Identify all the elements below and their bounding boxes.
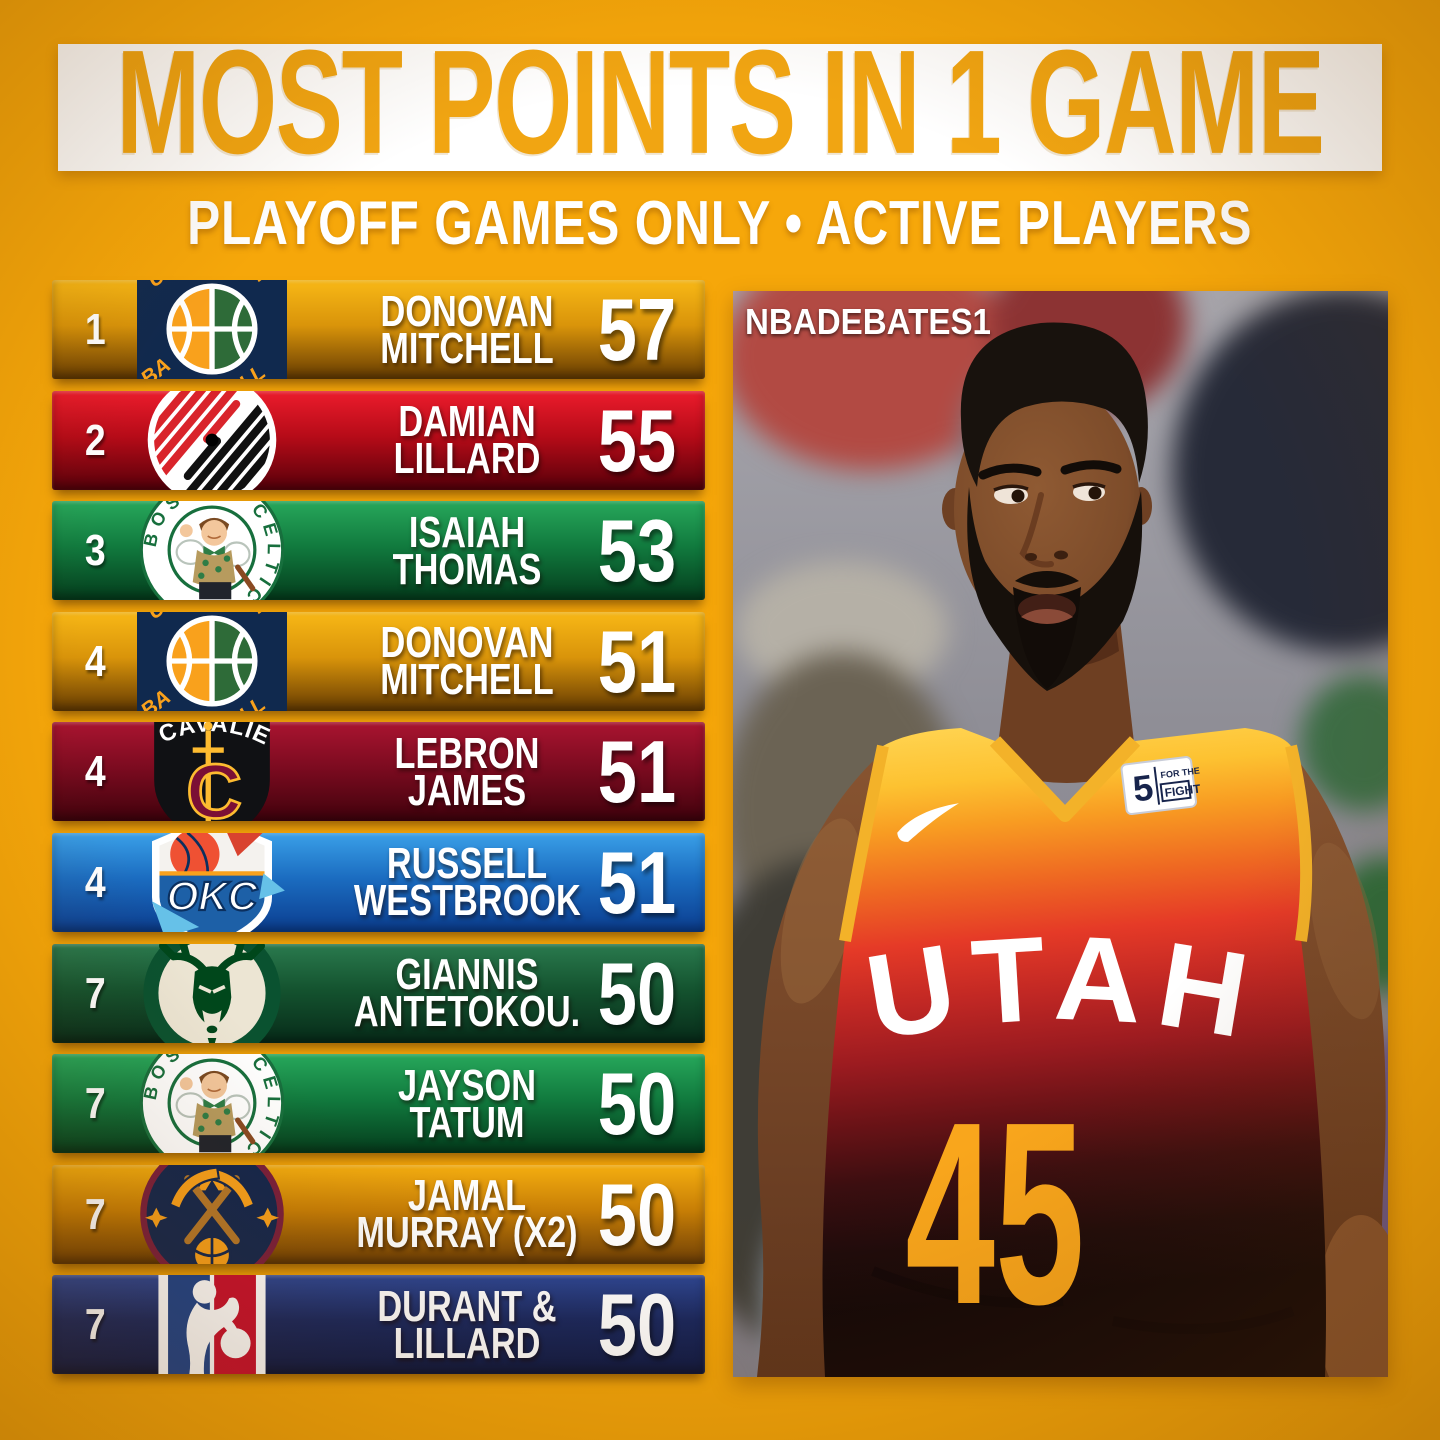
player-name: RUSSELL WESTBROOK <box>322 833 612 932</box>
player-name-line1: JAMAL <box>407 1171 527 1221</box>
player-name-line2: LILLARD <box>393 1318 541 1368</box>
player-illustration: 5 FOR THE FIGHT UTAH 45 <box>757 322 1388 1377</box>
points-value: 50 <box>597 1054 677 1154</box>
points-value: 50 <box>597 943 677 1043</box>
player-name-line1: DONOVAN <box>380 286 554 336</box>
points-value: 50 <box>597 1164 677 1264</box>
ranking-row: 4 LEBRON JAMES 51 <box>52 722 705 822</box>
player-name: DAMIAN LILLARD <box>322 391 612 490</box>
points-value: 51 <box>597 722 677 822</box>
rank-number: 3 <box>84 526 106 576</box>
player-name: LEBRON JAMES <box>322 722 612 821</box>
blazers-logo-icon <box>137 391 287 490</box>
rank-number: 4 <box>84 857 106 907</box>
player-name-line2: TATUM <box>409 1097 525 1147</box>
rank-number: 4 <box>84 747 106 797</box>
nba-logo-icon <box>137 1275 287 1374</box>
ranking-row: 1 DONOVAN MITCHELL 57 <box>52 280 705 379</box>
player-name-line1: ISAIAH <box>408 507 526 557</box>
player-name-line1: GIANNIS <box>395 950 539 1000</box>
points-value: 55 <box>597 390 677 490</box>
rank-number: 7 <box>84 968 106 1018</box>
ranking-row: 4 DONOVAN MITCHELL 51 <box>52 611 705 711</box>
svg-text:5: 5 <box>1131 766 1156 809</box>
player-name-line2: WESTBROOK <box>353 876 581 926</box>
nuggets-logo-icon <box>137 1165 287 1264</box>
rank-number: 1 <box>84 305 106 354</box>
okc-logo-icon <box>137 833 287 932</box>
jersey-team-text: UTAH <box>858 911 1271 1066</box>
player-name: ISAIAH THOMAS <box>322 501 612 600</box>
points-value: 51 <box>597 832 677 932</box>
player-name: DONOVAN MITCHELL <box>322 280 612 379</box>
points-value: 51 <box>597 611 677 711</box>
points-value: 57 <box>597 280 677 379</box>
points-value: 53 <box>597 501 677 601</box>
five-for-the-fight-patch: 5 FOR THE FIGHT <box>1120 756 1202 816</box>
team-logo <box>122 722 302 821</box>
jersey-number: 45 <box>905 1067 1084 1358</box>
team-logo <box>122 501 302 600</box>
ranking-row: 7 JAYSON TATUM 50 <box>52 1054 705 1154</box>
page-title: MOST POINTS IN 1 GAME <box>116 19 1325 185</box>
celtics-logo-icon <box>137 1054 287 1153</box>
jazz-logo-icon <box>137 280 287 379</box>
ranking-row: 2 DAMIAN LILLARD 55 <box>52 390 705 490</box>
rank-number: 2 <box>84 415 106 465</box>
ranking-row: 4 RUSSELL WESTBROOK 51 <box>52 832 705 932</box>
player-name-line1: DAMIAN <box>398 397 536 447</box>
team-logo <box>122 944 302 1043</box>
svg-text:FOR THE: FOR THE <box>1160 765 1200 780</box>
player-name-line2: MURRAY (X2) <box>356 1208 578 1258</box>
ranking-row: 7 GIANNIS ANTETOKOU. 50 <box>52 943 705 1043</box>
player-name-line1: DURANT & <box>377 1281 557 1331</box>
player-name: JAMAL MURRAY (X2) <box>322 1165 612 1264</box>
rank-number: 4 <box>84 636 106 686</box>
svg-text:FIGHT: FIGHT <box>1164 781 1202 799</box>
team-logo <box>122 391 302 490</box>
player-name-line1: DONOVAN <box>380 618 554 668</box>
team-logo <box>122 612 302 711</box>
team-logo <box>122 1165 302 1264</box>
player-name-line2: MITCHELL <box>380 323 554 373</box>
player-name-line2: JAMES <box>407 765 527 815</box>
team-logo <box>122 833 302 932</box>
title-banner: MOST POINTS IN 1 GAME <box>58 19 1382 184</box>
player-name-line2: MITCHELL <box>380 655 554 705</box>
player-name-line2: LILLARD <box>393 434 541 484</box>
svg-text:45: 45 <box>905 1067 1084 1358</box>
player-photo: 5 FOR THE FIGHT UTAH 45 <box>733 291 1388 1377</box>
bucks-logo-icon <box>137 944 287 1043</box>
cavaliers-logo-icon <box>137 722 287 821</box>
player-name: DONOVAN MITCHELL <box>322 612 612 711</box>
subtitle: PLAYOFF GAMES ONLY • ACTIVE PLAYERS <box>187 189 1253 258</box>
watermark: NBADEBATES1 <box>745 301 991 342</box>
ranking-row: 7 DURANT & LILLARD 50 <box>52 1275 705 1375</box>
rank-number: 7 <box>84 1079 106 1129</box>
player-name-line2: THOMAS <box>392 544 542 594</box>
rank-number: 7 <box>84 1300 106 1350</box>
player-name: GIANNIS ANTETOKOU. <box>322 944 612 1043</box>
player-name: JAYSON TATUM <box>322 1054 612 1153</box>
jazz-logo-icon <box>137 612 287 711</box>
player-name-line2: ANTETOKOU. <box>353 987 581 1037</box>
player-name: DURANT & LILLARD <box>322 1275 612 1374</box>
player-name-line1: RUSSELL <box>386 839 548 889</box>
team-logo <box>122 280 302 379</box>
team-logo <box>122 1275 302 1374</box>
ranking-row: 7 JAMAL MURRAY (X2) 50 <box>52 1164 705 1264</box>
player-name-line1: JAYSON <box>398 1060 536 1110</box>
ranking-row: 3 ISAIAH THOMAS 53 <box>52 501 705 601</box>
nike-swoosh-icon <box>897 803 959 842</box>
celtics-logo-icon <box>137 501 287 600</box>
player-name-line1: LEBRON <box>394 728 540 778</box>
points-value: 50 <box>597 1275 677 1375</box>
rank-number: 7 <box>84 1189 106 1239</box>
ranking-list: 1 DONOVAN MITCHELL 57 2 DAMIAN LILLARD 5… <box>52 280 705 1386</box>
team-logo <box>122 1054 302 1153</box>
